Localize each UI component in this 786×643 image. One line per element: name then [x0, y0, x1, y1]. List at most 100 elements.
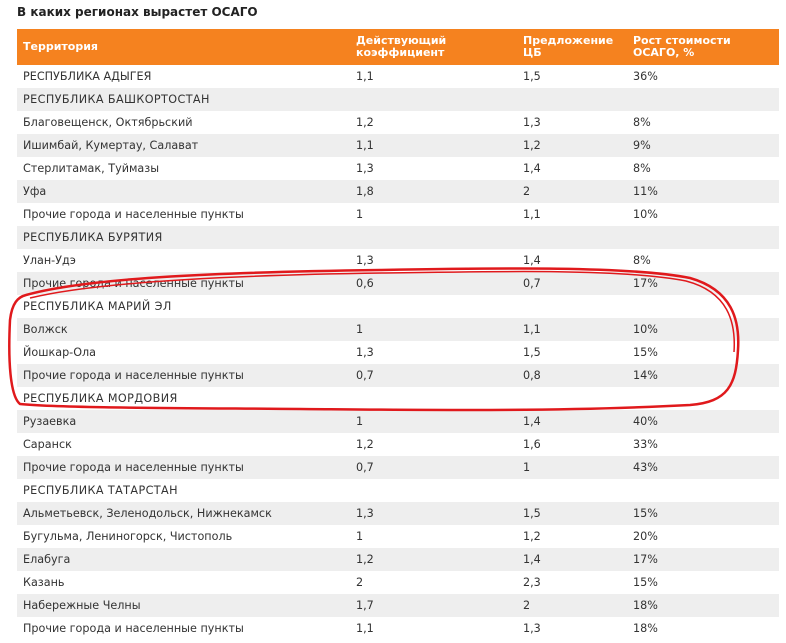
cell-territory: Казань	[17, 571, 350, 594]
table-row: Прочие города и населенные пункты 1,1 1,3 1…	[17, 617, 779, 640]
table-row: Стерлитамак, Туймазы 1,3 1,4 8%	[17, 157, 779, 180]
table-row: Улан-Удэ 1,3 1,4 8%	[17, 249, 779, 272]
cell-territory: Ишимбай, Кумертау, Салават	[17, 134, 350, 157]
table-row: Саранск 1,2 1,6 33%	[17, 433, 779, 456]
cell-territory: РЕСПУБЛИКА МОРДОВИЯ	[17, 387, 350, 410]
cell-growth	[627, 88, 779, 111]
table-row: РЕСПУБЛИКА АДЫГЕЯ 1,1 1,5 36%	[17, 65, 779, 88]
cell-cb-proposal: 2	[517, 594, 627, 617]
cell-growth	[627, 479, 779, 502]
cell-cb-proposal: 2,3	[517, 571, 627, 594]
cell-coefficient: 1,3	[350, 502, 517, 525]
cell-territory: РЕСПУБЛИКА АДЫГЕЯ	[17, 65, 350, 88]
cell-growth: 14%	[627, 364, 779, 387]
cell-territory: Прочие города и населенные пункты	[17, 456, 350, 479]
cell-territory: Альметьевск, Зеленодольск, Нижнекамск	[17, 502, 350, 525]
cell-growth: 15%	[627, 341, 779, 364]
cell-growth: 8%	[627, 249, 779, 272]
cell-growth: 8%	[627, 111, 779, 134]
header-cb-proposal: Предложение ЦБ	[517, 29, 627, 65]
cell-territory: Прочие города и населенные пункты	[17, 272, 350, 295]
region-header-row: РЕСПУБЛИКА БУРЯТИЯ	[17, 226, 779, 249]
cell-territory: Уфа	[17, 180, 350, 203]
table-row: Бугульма, Лениногорск, Чистополь 1 1,2 20%	[17, 525, 779, 548]
table-row: Благовещенск, Октябрьский 1,2 1,3 8%	[17, 111, 779, 134]
cell-coefficient	[350, 387, 517, 410]
cell-coefficient: 1,1	[350, 134, 517, 157]
cell-coefficient: 1,2	[350, 111, 517, 134]
cell-growth: 15%	[627, 571, 779, 594]
cell-growth: 15%	[627, 502, 779, 525]
table-row: Прочие города и населенные пункты 0,6 0,7 1…	[17, 272, 779, 295]
cell-growth: 8%	[627, 157, 779, 180]
table-row: Рузаевка 1 1,4 40%	[17, 410, 779, 433]
table-row: Елабуга 1,2 1,4 17%	[17, 548, 779, 571]
cell-territory: Прочие города и населенные пункты	[17, 364, 350, 387]
cell-coefficient: 1,3	[350, 157, 517, 180]
cell-growth: 10%	[627, 318, 779, 341]
cell-coefficient: 1	[350, 525, 517, 548]
cell-cb-proposal: 1,3	[517, 617, 627, 640]
cell-territory: Набережные Челны	[17, 594, 350, 617]
cell-coefficient: 2	[350, 571, 517, 594]
cell-growth: 18%	[627, 617, 779, 640]
cell-territory: РЕСПУБЛИКА МАРИЙ ЭЛ	[17, 295, 350, 318]
region-header-row: РЕСПУБЛИКА МАРИЙ ЭЛ	[17, 295, 779, 318]
cell-cb-proposal	[517, 295, 627, 318]
cell-growth: 18%	[627, 594, 779, 617]
table-row: Прочие города и населенные пункты 0,7 1 43%	[17, 456, 779, 479]
cell-territory: Волжск	[17, 318, 350, 341]
table-row: Казань 2 2,3 15%	[17, 571, 779, 594]
cell-growth: 10%	[627, 203, 779, 226]
cell-growth: 17%	[627, 272, 779, 295]
cell-coefficient: 1,2	[350, 548, 517, 571]
cell-territory: РЕСПУБЛИКА ТАТАРСТАН	[17, 479, 350, 502]
cell-coefficient	[350, 479, 517, 502]
cell-growth	[627, 226, 779, 249]
cell-coefficient: 0,6	[350, 272, 517, 295]
cell-cb-proposal: 1,5	[517, 341, 627, 364]
cell-coefficient: 1,8	[350, 180, 517, 203]
table-row: Набережные Челны 1,7 2 18%	[17, 594, 779, 617]
cell-territory: Улан-Удэ	[17, 249, 350, 272]
table-row: Ишимбай, Кумертау, Салават 1,1 1,2 9%	[17, 134, 779, 157]
cell-cb-proposal: 1,3	[517, 111, 627, 134]
cell-cb-proposal: 1,1	[517, 203, 627, 226]
table-row: Прочие города и населенные пункты 0,7 0,8 1…	[17, 364, 779, 387]
cell-territory: Йошкар-Ола	[17, 341, 350, 364]
cell-cb-proposal	[517, 479, 627, 502]
cell-cb-proposal: 1	[517, 456, 627, 479]
cell-territory: РЕСПУБЛИКА БАШКОРТОСТАН	[17, 88, 350, 111]
cell-growth: 33%	[627, 433, 779, 456]
cell-cb-proposal	[517, 226, 627, 249]
cell-territory: РЕСПУБЛИКА БУРЯТИЯ	[17, 226, 350, 249]
osago-regions-table: Территория Действующий коэффициент Предло…	[17, 29, 779, 640]
cell-coefficient: 1,7	[350, 594, 517, 617]
cell-territory: Стерлитамак, Туймазы	[17, 157, 350, 180]
table-row: Прочие города и населенные пункты 1 1,1 10%	[17, 203, 779, 226]
cell-growth: 36%	[627, 65, 779, 88]
cell-cb-proposal: 1,1	[517, 318, 627, 341]
region-header-row: РЕСПУБЛИКА ТАТАРСТАН	[17, 479, 779, 502]
cell-cb-proposal	[517, 387, 627, 410]
cell-territory: Елабуга	[17, 548, 350, 571]
page-title: В каких регионах вырастет ОСАГО	[17, 5, 258, 19]
cell-growth	[627, 295, 779, 318]
cell-cb-proposal: 1,4	[517, 157, 627, 180]
region-header-row: РЕСПУБЛИКА МОРДОВИЯ	[17, 387, 779, 410]
cell-growth: 43%	[627, 456, 779, 479]
cell-growth: 11%	[627, 180, 779, 203]
table-header-row: Территория Действующий коэффициент Предло…	[17, 29, 779, 65]
cell-coefficient: 1	[350, 318, 517, 341]
cell-coefficient	[350, 226, 517, 249]
cell-coefficient: 1	[350, 203, 517, 226]
cell-cb-proposal: 0,7	[517, 272, 627, 295]
table-body: РЕСПУБЛИКА АДЫГЕЯ 1,1 1,5 36% РЕСПУБЛИКА БАШ…	[17, 65, 779, 640]
cell-coefficient: 0,7	[350, 364, 517, 387]
cell-cb-proposal: 1,6	[517, 433, 627, 456]
header-osago-growth: Рост стоимости ОСАГО, %	[627, 29, 779, 65]
table-row: Уфа 1,8 2 11%	[17, 180, 779, 203]
cell-cb-proposal: 1,4	[517, 410, 627, 433]
cell-growth: 17%	[627, 548, 779, 571]
cell-coefficient: 1,1	[350, 617, 517, 640]
